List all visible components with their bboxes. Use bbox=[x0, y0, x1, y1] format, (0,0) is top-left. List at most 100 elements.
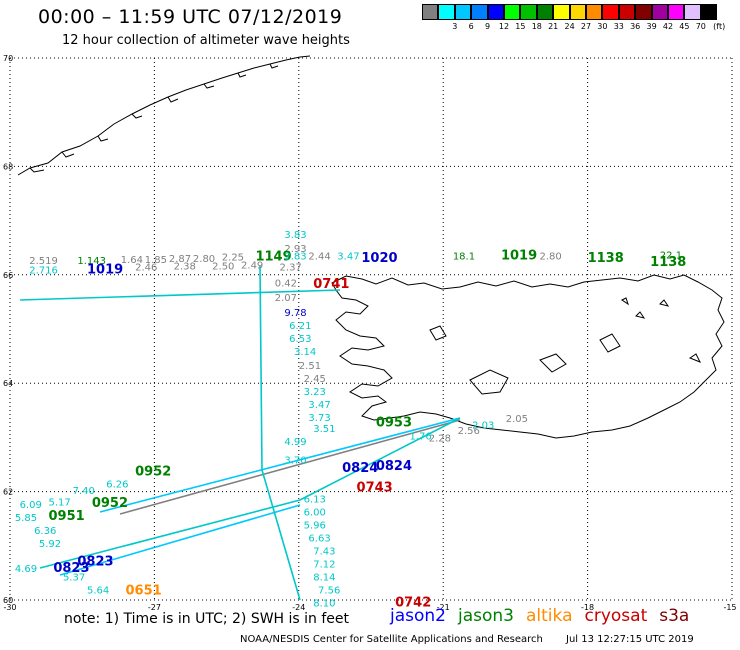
wave-height-label: 2.56 bbox=[458, 426, 480, 437]
credit-line: NOAA/NESDIS Center for Satellite Applica… bbox=[240, 634, 543, 645]
colorbar-swatch bbox=[438, 4, 455, 20]
colorbar-swatch bbox=[471, 4, 488, 20]
wave-height-label: 2.50 bbox=[212, 261, 234, 272]
map-subtitle: 12 hour collection of altimeter wave hei… bbox=[62, 33, 350, 48]
lon-tick-label: -24 bbox=[292, 603, 305, 612]
wave-height-label: 3.47 bbox=[308, 400, 330, 411]
lon-tick-label: -21 bbox=[437, 603, 450, 612]
iceland-coast bbox=[331, 274, 725, 439]
wave-height-label: 2.05 bbox=[506, 414, 528, 425]
wave-height-label: 4.99 bbox=[284, 437, 306, 448]
wave-height-label: 5.92 bbox=[39, 539, 61, 550]
pass-time-label: 0951 bbox=[49, 509, 85, 524]
wave-height-label: 2.25 bbox=[222, 253, 244, 264]
lon-tick-label: -18 bbox=[581, 603, 594, 612]
axis-ticks: -30 -27 -24 -21 -18 -15 60 62 64 66 68 70 bbox=[3, 54, 737, 612]
wave-height-label: 2.80 bbox=[539, 252, 561, 263]
wave-height-label: 2.87 bbox=[169, 254, 191, 265]
wave-height-label: 2.44 bbox=[308, 252, 330, 263]
pass-time-label: 1019 bbox=[501, 249, 537, 264]
wave-height-label: 0.42 bbox=[275, 279, 297, 290]
pass-time-label: 0824 bbox=[376, 459, 412, 474]
wave-height-label: 8.14 bbox=[313, 572, 335, 583]
iceland-interior bbox=[429, 325, 621, 395]
wave-height-label: 5.64 bbox=[87, 585, 109, 596]
pass-time-label: 0952 bbox=[135, 464, 171, 479]
pass-time-label: 1138 bbox=[588, 251, 624, 266]
wave-height-label: 3.73 bbox=[308, 413, 330, 424]
wave-height-label: 7.40 bbox=[73, 486, 95, 497]
pass-time-label: 0651 bbox=[126, 584, 162, 599]
wave-height-label: 3.14 bbox=[294, 347, 316, 358]
lat-tick-label: 66 bbox=[3, 271, 13, 280]
legend-entry: jason3 bbox=[458, 606, 514, 626]
wave-height-label: 22.1 bbox=[660, 251, 682, 262]
colorbar-swatch bbox=[602, 4, 619, 20]
colorbar-swatch bbox=[700, 4, 718, 20]
lat-tick-label: 64 bbox=[3, 379, 13, 388]
greenland-coast bbox=[17, 55, 311, 176]
wave-height-label: 7.43 bbox=[313, 546, 335, 557]
track-line bbox=[59, 504, 301, 576]
colorbar-label: 24 bbox=[564, 22, 575, 31]
legend-entry: s3a bbox=[659, 606, 690, 626]
wave-height-label: 4.69 bbox=[15, 564, 37, 575]
legend-entry: jason2 bbox=[390, 606, 446, 626]
wave-height-label: 9.78 bbox=[284, 308, 306, 319]
pass-time-label: 0824 bbox=[342, 461, 378, 476]
pass-time-label: 1019 bbox=[87, 263, 123, 278]
wave-height-label: 2.37 bbox=[280, 262, 302, 273]
satellite-tracks bbox=[19, 265, 461, 601]
pass-time-label: 0742 bbox=[395, 596, 431, 611]
lat-tick-label: 60 bbox=[3, 596, 13, 605]
colorbar-label: 45 bbox=[679, 22, 690, 31]
wave-height-label: 1.76 bbox=[410, 432, 432, 443]
colorbar-swatch bbox=[569, 4, 586, 20]
colorbar-swatch bbox=[454, 4, 472, 20]
wave-height-label: 7.12 bbox=[313, 559, 335, 570]
wave-height-label: 3.83 bbox=[284, 230, 306, 241]
wave-height-label: 2.28 bbox=[429, 434, 451, 445]
colorbar-unit: (ft) bbox=[713, 22, 726, 31]
wave-height-label: 1.64 bbox=[121, 255, 143, 266]
wave-height-label: 5.96 bbox=[304, 520, 326, 531]
wave-height-label: 8.10 bbox=[313, 599, 335, 610]
colorbar-swatch bbox=[651, 4, 668, 20]
wave-height-label: 6.13 bbox=[304, 494, 326, 505]
wave-height-label: 6.53 bbox=[289, 334, 311, 345]
colorbar-swatch bbox=[635, 4, 652, 20]
colorbar-label: 18 bbox=[531, 22, 542, 31]
pass-time-label: 1149 bbox=[255, 250, 291, 265]
wave-height-label: 3.23 bbox=[304, 387, 326, 398]
wave-height-label: 2.45 bbox=[304, 374, 326, 385]
colorbar-swatch bbox=[684, 4, 701, 20]
lon-tick-label: -15 bbox=[723, 603, 736, 612]
wave-height-label: 2.519 bbox=[29, 256, 58, 267]
wave-height-label: 3.70 bbox=[284, 455, 306, 466]
colorbar-swatch bbox=[553, 4, 570, 20]
colorbar-label: 15 bbox=[515, 22, 526, 31]
wave-height-label: 6.63 bbox=[308, 533, 330, 544]
wave-height-label: 5.85 bbox=[15, 513, 37, 524]
colorbar-swatch bbox=[536, 4, 554, 20]
pass-time-label: 0743 bbox=[357, 481, 393, 496]
pass-time-label: 0953 bbox=[376, 416, 412, 431]
colorbar-label: 27 bbox=[580, 22, 592, 31]
colorbar-swatch bbox=[586, 4, 603, 20]
wave-height-label: 18.1 bbox=[453, 252, 475, 263]
wave-height-label: 2.49 bbox=[241, 260, 263, 271]
wave-height-label: 2.38 bbox=[174, 261, 196, 272]
wave-height-label: 6.00 bbox=[304, 507, 326, 518]
colorbar-label: 3 bbox=[452, 22, 458, 31]
colorbar-label: 6 bbox=[468, 22, 474, 31]
colorbar-label: 21 bbox=[548, 22, 559, 31]
map-title: 00:00 – 11:59 UTC 07/12/2019 bbox=[38, 6, 343, 28]
pass-time-label: 1020 bbox=[361, 251, 397, 266]
colorbar-swatch bbox=[618, 4, 636, 20]
wave-height-label: 6.26 bbox=[106, 479, 128, 490]
wave-height-label: 1.85 bbox=[145, 255, 167, 266]
colorbar-label: 36 bbox=[630, 22, 641, 31]
wave-height-label: 6.21 bbox=[289, 321, 311, 332]
colorbar-swatch bbox=[520, 4, 537, 20]
track-line bbox=[19, 289, 341, 301]
